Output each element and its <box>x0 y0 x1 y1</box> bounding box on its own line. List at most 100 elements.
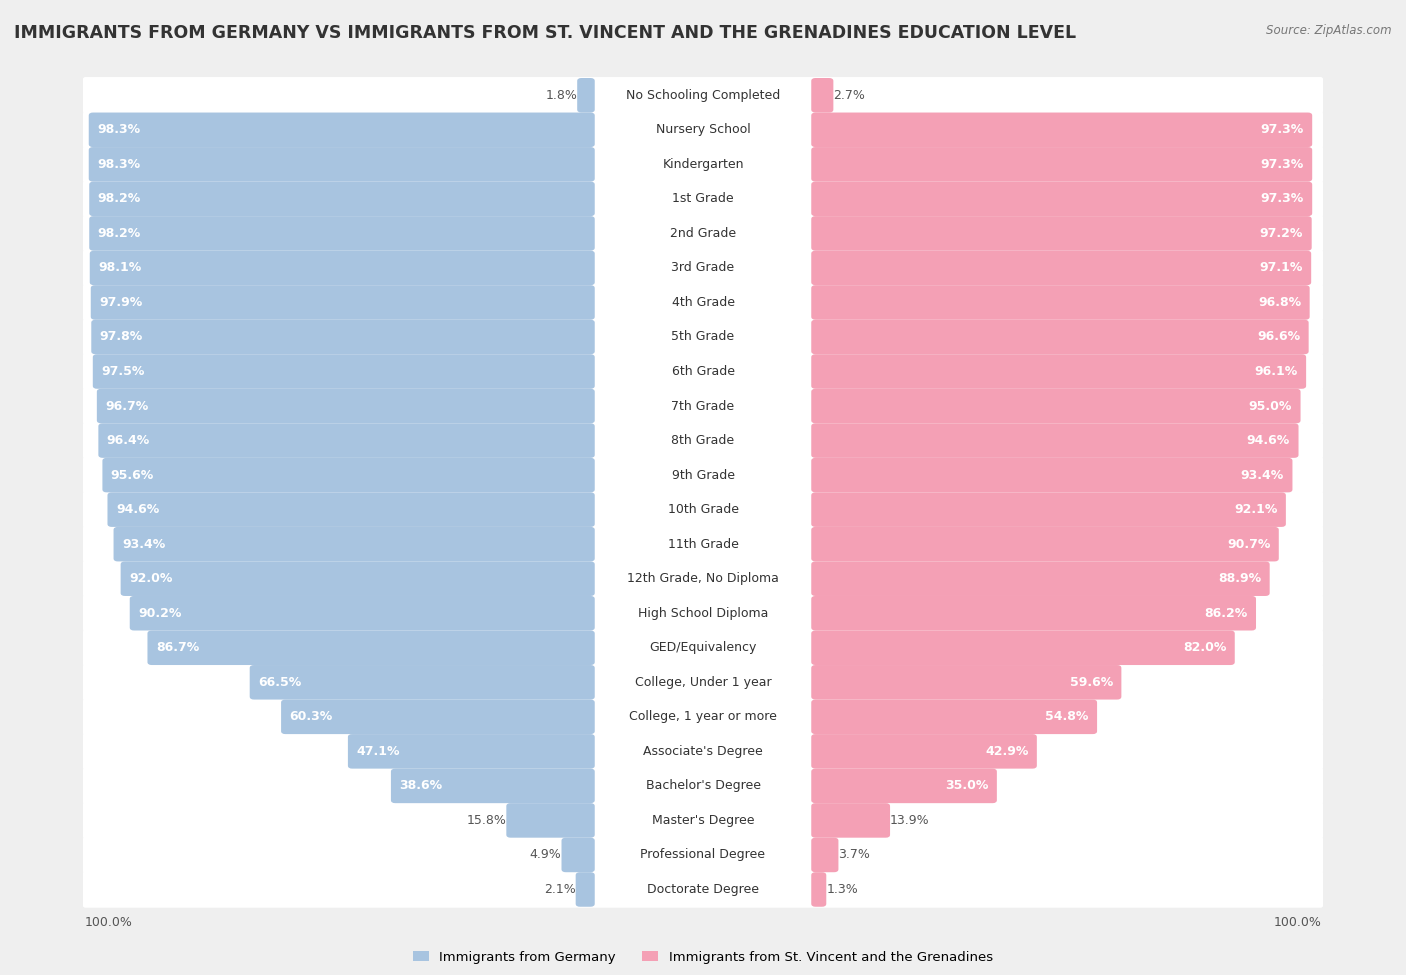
Text: 97.9%: 97.9% <box>100 296 142 309</box>
FancyBboxPatch shape <box>107 492 595 526</box>
FancyBboxPatch shape <box>83 630 1323 666</box>
FancyBboxPatch shape <box>578 78 595 112</box>
Text: 60.3%: 60.3% <box>290 711 333 723</box>
Text: 94.6%: 94.6% <box>115 503 159 516</box>
Text: 100.0%: 100.0% <box>1274 916 1322 929</box>
Text: 93.4%: 93.4% <box>122 537 166 551</box>
FancyBboxPatch shape <box>83 422 1323 459</box>
FancyBboxPatch shape <box>811 147 1312 181</box>
FancyBboxPatch shape <box>811 803 890 838</box>
Text: 97.1%: 97.1% <box>1260 261 1303 274</box>
FancyBboxPatch shape <box>811 873 827 907</box>
Text: 1.3%: 1.3% <box>827 883 858 896</box>
FancyBboxPatch shape <box>114 526 595 562</box>
FancyBboxPatch shape <box>83 285 1323 321</box>
FancyBboxPatch shape <box>811 78 834 112</box>
Text: 11th Grade: 11th Grade <box>668 537 738 551</box>
Text: Kindergarten: Kindergarten <box>662 158 744 171</box>
Text: GED/Equivalency: GED/Equivalency <box>650 642 756 654</box>
FancyBboxPatch shape <box>83 388 1323 424</box>
Text: 90.7%: 90.7% <box>1227 537 1271 551</box>
FancyBboxPatch shape <box>811 389 1301 423</box>
FancyBboxPatch shape <box>811 838 838 873</box>
Text: 94.6%: 94.6% <box>1247 434 1291 448</box>
FancyBboxPatch shape <box>129 596 595 631</box>
Text: 95.6%: 95.6% <box>111 469 155 482</box>
FancyBboxPatch shape <box>83 146 1323 182</box>
FancyBboxPatch shape <box>83 319 1323 355</box>
Text: 47.1%: 47.1% <box>356 745 399 758</box>
Text: College, 1 year or more: College, 1 year or more <box>628 711 778 723</box>
FancyBboxPatch shape <box>811 354 1306 389</box>
FancyBboxPatch shape <box>811 112 1312 147</box>
Text: 97.5%: 97.5% <box>101 365 145 378</box>
Text: High School Diploma: High School Diploma <box>638 606 768 620</box>
Text: 10th Grade: 10th Grade <box>668 503 738 516</box>
Text: 97.3%: 97.3% <box>1261 158 1303 171</box>
FancyBboxPatch shape <box>811 526 1279 562</box>
FancyBboxPatch shape <box>91 285 595 320</box>
FancyBboxPatch shape <box>811 700 1097 734</box>
FancyBboxPatch shape <box>811 768 997 803</box>
Text: 86.7%: 86.7% <box>156 642 200 654</box>
FancyBboxPatch shape <box>121 562 595 596</box>
FancyBboxPatch shape <box>83 250 1323 287</box>
FancyBboxPatch shape <box>89 147 595 181</box>
FancyBboxPatch shape <box>90 251 595 285</box>
Text: 59.6%: 59.6% <box>1070 676 1114 688</box>
FancyBboxPatch shape <box>561 838 595 873</box>
Text: 93.4%: 93.4% <box>1240 469 1284 482</box>
Text: 5th Grade: 5th Grade <box>672 331 734 343</box>
FancyBboxPatch shape <box>391 768 595 803</box>
Text: IMMIGRANTS FROM GERMANY VS IMMIGRANTS FROM ST. VINCENT AND THE GRENADINES EDUCAT: IMMIGRANTS FROM GERMANY VS IMMIGRANTS FR… <box>14 24 1076 42</box>
FancyBboxPatch shape <box>811 562 1270 596</box>
FancyBboxPatch shape <box>83 111 1323 148</box>
Text: 42.9%: 42.9% <box>986 745 1028 758</box>
FancyBboxPatch shape <box>811 181 1312 216</box>
FancyBboxPatch shape <box>811 423 1299 458</box>
Text: 97.2%: 97.2% <box>1260 227 1303 240</box>
Text: 96.4%: 96.4% <box>107 434 150 448</box>
FancyBboxPatch shape <box>83 733 1323 769</box>
FancyBboxPatch shape <box>83 664 1323 700</box>
Text: 98.2%: 98.2% <box>97 227 141 240</box>
FancyBboxPatch shape <box>89 216 595 251</box>
Text: 88.9%: 88.9% <box>1218 572 1261 585</box>
FancyBboxPatch shape <box>148 631 595 665</box>
FancyBboxPatch shape <box>811 285 1309 320</box>
FancyBboxPatch shape <box>811 631 1234 665</box>
Text: 96.8%: 96.8% <box>1258 296 1301 309</box>
Text: 15.8%: 15.8% <box>467 814 506 827</box>
Text: 96.1%: 96.1% <box>1254 365 1298 378</box>
Text: 98.1%: 98.1% <box>98 261 142 274</box>
FancyBboxPatch shape <box>97 389 595 423</box>
Text: 96.7%: 96.7% <box>105 400 149 412</box>
FancyBboxPatch shape <box>811 665 1122 700</box>
Text: 9th Grade: 9th Grade <box>672 469 734 482</box>
FancyBboxPatch shape <box>103 458 595 492</box>
Text: Master's Degree: Master's Degree <box>652 814 754 827</box>
Text: No Schooling Completed: No Schooling Completed <box>626 89 780 101</box>
Text: 97.3%: 97.3% <box>1261 123 1303 136</box>
Text: 86.2%: 86.2% <box>1205 606 1247 620</box>
FancyBboxPatch shape <box>89 181 595 216</box>
FancyBboxPatch shape <box>83 767 1323 804</box>
FancyBboxPatch shape <box>811 734 1036 768</box>
Text: 6th Grade: 6th Grade <box>672 365 734 378</box>
FancyBboxPatch shape <box>83 526 1323 563</box>
Text: 92.0%: 92.0% <box>129 572 173 585</box>
Text: Nursery School: Nursery School <box>655 123 751 136</box>
Text: 38.6%: 38.6% <box>399 779 443 793</box>
FancyBboxPatch shape <box>83 802 1323 838</box>
Text: Source: ZipAtlas.com: Source: ZipAtlas.com <box>1267 24 1392 37</box>
Text: 82.0%: 82.0% <box>1182 642 1226 654</box>
FancyBboxPatch shape <box>83 872 1323 908</box>
Text: 66.5%: 66.5% <box>259 676 301 688</box>
FancyBboxPatch shape <box>250 665 595 700</box>
FancyBboxPatch shape <box>811 251 1312 285</box>
FancyBboxPatch shape <box>811 458 1292 492</box>
Text: 7th Grade: 7th Grade <box>672 400 734 412</box>
FancyBboxPatch shape <box>91 320 595 354</box>
FancyBboxPatch shape <box>281 700 595 734</box>
FancyBboxPatch shape <box>83 457 1323 493</box>
